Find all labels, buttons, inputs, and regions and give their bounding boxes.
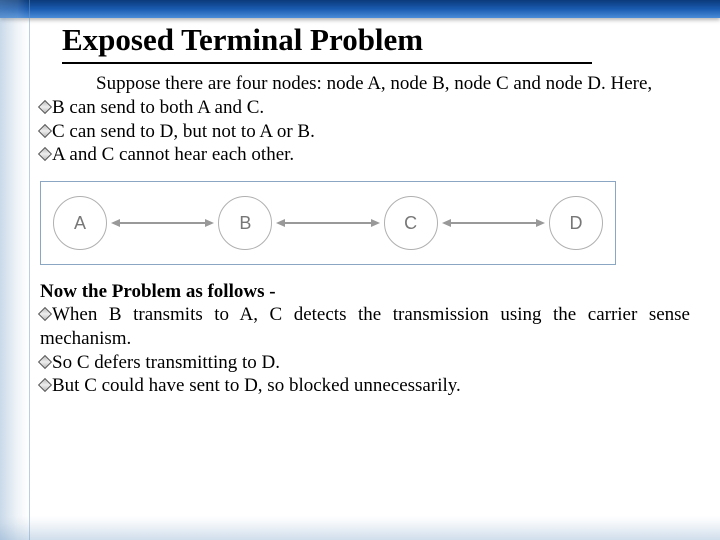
node-diagram-frame: A B C D xyxy=(40,181,616,265)
arrow-line xyxy=(450,222,537,224)
diamond-icon xyxy=(38,147,52,161)
node-a: A xyxy=(53,196,107,250)
diamond-icon xyxy=(38,378,52,392)
intro-text: Suppose there are four nodes: node A, no… xyxy=(40,72,690,96)
body-section-top: Suppose there are four nodes: node A, no… xyxy=(40,72,690,167)
bullet-top-1: B can send to both A and C. xyxy=(40,96,690,120)
arrow-line xyxy=(284,222,371,224)
node-diagram: A B C D xyxy=(53,196,603,250)
title-underline xyxy=(62,62,592,64)
arrow-right-icon xyxy=(536,219,545,227)
bullet-text: When B transmits to A, C detects the tra… xyxy=(40,304,690,349)
edge-a-b xyxy=(111,222,214,224)
slide-top-band xyxy=(0,0,720,18)
node-d: D xyxy=(549,196,603,250)
slide-left-swoosh xyxy=(0,0,30,540)
slide-title: Exposed Terminal Problem xyxy=(62,22,690,58)
body-section-bottom: When B transmits to A, C detects the tra… xyxy=(40,303,690,398)
slide-content: Exposed Terminal Problem Suppose there a… xyxy=(40,22,690,520)
edge-b-c xyxy=(276,222,379,224)
arrow-line xyxy=(119,222,206,224)
bullet-bottom-1: When B transmits to A, C detects the tra… xyxy=(40,303,690,351)
arrow-right-icon xyxy=(371,219,380,227)
bullet-top-3: A and C cannot hear each other. xyxy=(40,143,690,167)
diamond-icon xyxy=(38,123,52,137)
bullet-text: But C could have sent to D, so blocked u… xyxy=(52,375,461,396)
edge-c-d xyxy=(442,222,545,224)
node-c: C xyxy=(384,196,438,250)
diamond-icon xyxy=(38,354,52,368)
bullet-top-2: C can send to D, but not to A or B. xyxy=(40,120,690,144)
arrow-right-icon xyxy=(205,219,214,227)
bullet-bottom-2: So C defers transmitting to D. xyxy=(40,351,690,375)
bullet-text: A and C cannot hear each other. xyxy=(52,144,294,165)
bullet-bottom-3: But C could have sent to D, so blocked u… xyxy=(40,374,690,398)
bullet-text: C can send to D, but not to A or B. xyxy=(52,121,315,142)
diamond-icon xyxy=(38,100,52,114)
problem-heading: Now the Problem as follows - xyxy=(40,281,690,303)
diamond-icon xyxy=(38,307,52,321)
bullet-text: So C defers transmitting to D. xyxy=(52,352,280,373)
node-b: B xyxy=(218,196,272,250)
bullet-text: B can send to both A and C. xyxy=(52,97,264,118)
